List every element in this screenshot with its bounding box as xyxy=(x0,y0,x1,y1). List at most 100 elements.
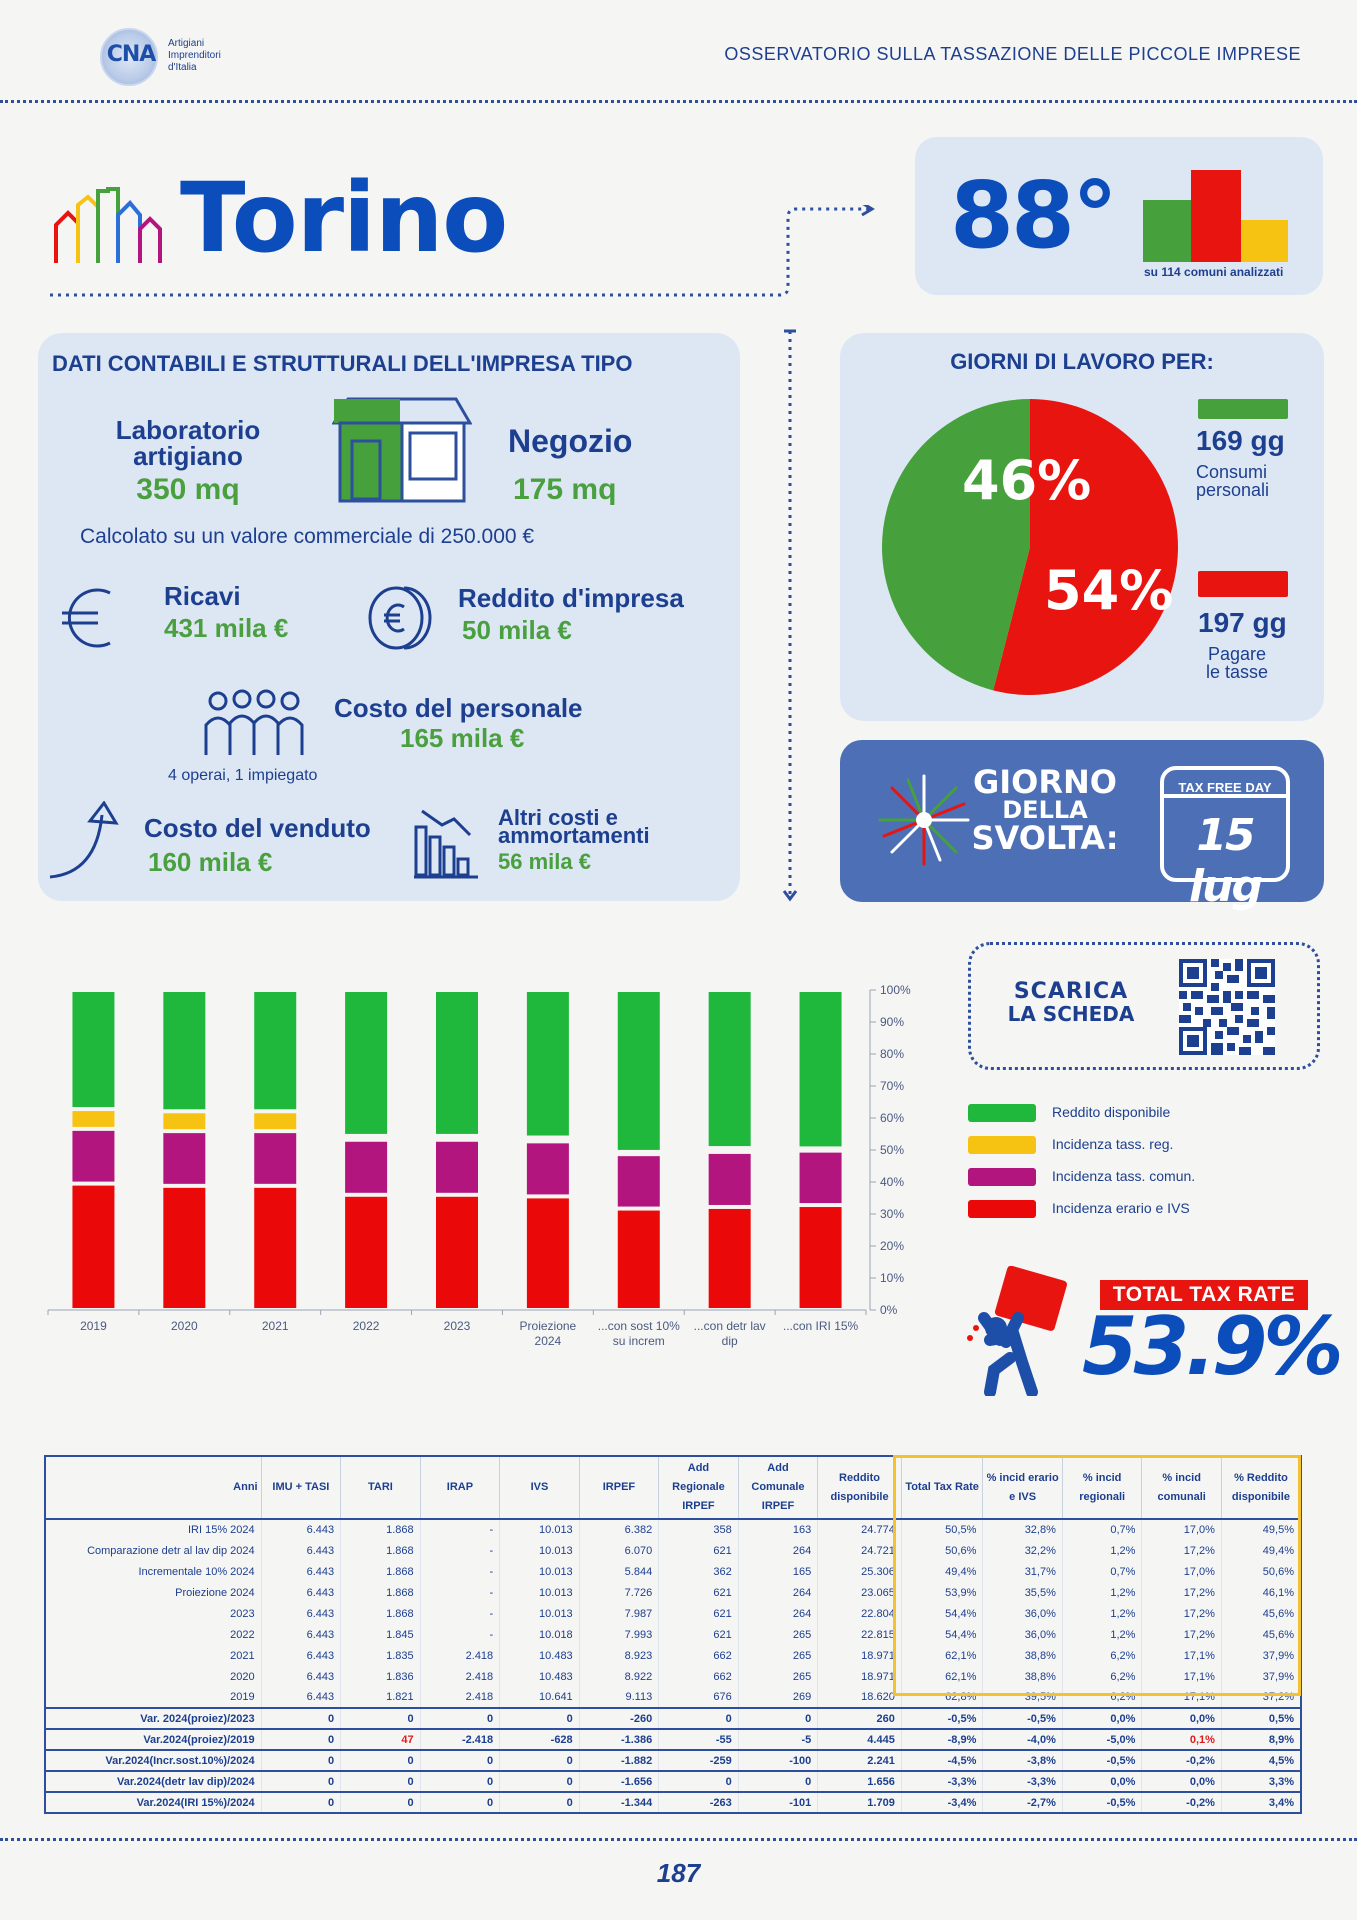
table-cell: 2.418 xyxy=(419,1666,500,1687)
chart-y-tick-label: 0% xyxy=(880,1303,898,1317)
tasse-days: 197 gg xyxy=(1198,607,1287,638)
chart-bar-segment xyxy=(708,1153,751,1205)
table-cell: -259 xyxy=(658,1749,739,1771)
table-cell: 5.844 xyxy=(578,1561,659,1582)
table-cell: 621 xyxy=(658,1582,739,1603)
chart-bar-segment xyxy=(799,1207,842,1308)
chart-bar-segment xyxy=(72,1130,115,1182)
chart-bar-segment xyxy=(526,992,569,1136)
table-cell: 1.821 xyxy=(340,1687,421,1708)
table-cell: -100 xyxy=(737,1749,818,1771)
table-row-label: Var.2024(IRI 15%)/2024 xyxy=(45,1791,262,1813)
table-cell: 22.815 xyxy=(817,1624,902,1645)
table-cell: 7.987 xyxy=(578,1603,659,1624)
table-cell: -628 xyxy=(499,1728,580,1750)
table-cell: 1.709 xyxy=(817,1791,902,1813)
table-cell: 662 xyxy=(658,1666,739,1687)
table-cell: 265 xyxy=(737,1624,818,1645)
table-cell: - xyxy=(419,1540,500,1561)
chart-bar-segment xyxy=(436,992,478,1134)
table-cell: 662 xyxy=(658,1645,739,1666)
table-cell: -0,5% xyxy=(1061,1791,1142,1813)
table-cell: 37,9% xyxy=(1220,1666,1301,1687)
table-cell: 264 xyxy=(737,1582,818,1603)
table-cell: -101 xyxy=(737,1791,818,1813)
table-cell: 22.804 xyxy=(817,1603,902,1624)
tasse-swatch xyxy=(1198,571,1288,597)
pie-red-pct: 54% xyxy=(1044,559,1173,622)
table-cell: 6,2% xyxy=(1061,1645,1142,1666)
chart-bar-segment xyxy=(617,1156,660,1207)
table-cell: 1.868 xyxy=(340,1582,421,1603)
table-cell: 0 xyxy=(499,1770,580,1792)
chart-bar-segment xyxy=(617,992,660,1150)
table-row-label: Var.2024(proiez)/2019 xyxy=(45,1728,262,1750)
table-cell: 0 xyxy=(260,1728,341,1750)
table-cell: 10.013 xyxy=(499,1519,580,1540)
altri-label: Altri costi e ammortamenti xyxy=(498,805,650,848)
table-cell: 2.241 xyxy=(817,1749,902,1771)
table-cell: -0,5% xyxy=(1061,1749,1142,1771)
table-cell: 6.070 xyxy=(578,1540,659,1561)
city-skyline-icon xyxy=(54,187,162,263)
chart-bar-segment xyxy=(72,992,115,1108)
table-cell: 54,4% xyxy=(900,1603,983,1624)
table-cell: - xyxy=(419,1624,500,1645)
table-cell: -3,8% xyxy=(982,1749,1063,1771)
table-cell: 6,2% xyxy=(1061,1666,1142,1687)
consumi-label: Consumi personali xyxy=(1196,462,1270,500)
table-cell: -3,3% xyxy=(900,1770,983,1792)
chart-y-tick-label: 40% xyxy=(880,1175,904,1189)
table-cell: 10.018 xyxy=(499,1624,580,1645)
table-cell: 1.656 xyxy=(817,1770,902,1792)
table-variation-row: Var.2024(Incr.sost.10%)/2024 0 0 0 0 -1.882 -2… xyxy=(45,1749,1301,1771)
table-cell: 6.443 xyxy=(260,1645,341,1666)
table-cell: - xyxy=(419,1519,500,1540)
chart-x-tick-label: ...con IRI 15% xyxy=(783,1319,859,1333)
tax-freedom-day-box: GIORNO DELLA SVOLTA: TAX FREE DAY 15 lug xyxy=(840,740,1324,912)
table-cell: 9.113 xyxy=(578,1687,659,1708)
table-row-label: 2023 xyxy=(230,1607,255,1620)
table-cell: 6.443 xyxy=(260,1540,341,1561)
chart-bar-segment xyxy=(163,1133,206,1184)
table-cell: 1.868 xyxy=(340,1519,421,1540)
chart-bar-segment xyxy=(345,992,388,1134)
chart-y-tick-label: 90% xyxy=(880,1015,904,1029)
chart-bar-segment xyxy=(708,1208,751,1308)
chart-bar-segment xyxy=(254,1187,297,1308)
table-row-label: 2020 xyxy=(230,1670,255,1683)
table-row-label: 2019 xyxy=(230,1691,255,1703)
table-cell: -0,2% xyxy=(1141,1791,1222,1813)
table-cell: 46,1% xyxy=(1220,1582,1301,1603)
table-cell: -260 xyxy=(578,1707,659,1729)
table-cell: 10.013 xyxy=(499,1603,580,1624)
footer-divider xyxy=(0,1838,1357,1841)
table-cell: 0,1% xyxy=(1141,1728,1222,1750)
table-variation-row: Var.2024(IRI 15%)/2024 0 0 0 0 -1.344 -263 -101… xyxy=(45,1791,1301,1813)
shop-label: Negozio xyxy=(508,423,633,459)
svolta-heading: GIORNO DELLA SVOLTA: xyxy=(971,763,1119,857)
table-cell: 32,2% xyxy=(982,1540,1063,1561)
table-cell: 8.922 xyxy=(578,1666,659,1687)
table-cell: 4.445 xyxy=(817,1728,902,1750)
table-row-label: Var. 2024(proiez)/2023 xyxy=(45,1707,262,1729)
table-cell: 47 xyxy=(340,1728,421,1750)
reddito-label: Reddito d'impresa xyxy=(458,583,684,613)
qr-code-icon[interactable] xyxy=(1179,959,1275,1055)
table-cell: 0 xyxy=(260,1707,341,1729)
total-tax-value: 53.9% xyxy=(1082,1300,1344,1393)
download-card[interactable]: SCARICA LA SCHEDA xyxy=(968,942,1320,1070)
table-cell: 265 xyxy=(737,1666,818,1687)
bar-decline-icon xyxy=(414,809,478,879)
table-cell: -1.386 xyxy=(578,1728,659,1750)
table-row: 2020 6.443 1.836 2.418 10.483 8.922 662 265 18.9… xyxy=(45,1666,1301,1687)
table-cell: 0 xyxy=(260,1791,341,1813)
chart-bar-segment xyxy=(436,1141,478,1193)
table-cell: 62,1% xyxy=(900,1666,983,1687)
table-cell: 0 xyxy=(737,1770,818,1792)
chart-x-tick-label: ...con sost 10% xyxy=(598,1319,680,1333)
company-title: DATI CONTABILI E STRUTTURALI DELL'IMPRES… xyxy=(52,351,633,376)
table-row-label: 2022 xyxy=(230,1628,255,1641)
chart-x-tick-label: 2021 xyxy=(262,1319,289,1333)
table-cell: 1.835 xyxy=(340,1645,421,1666)
